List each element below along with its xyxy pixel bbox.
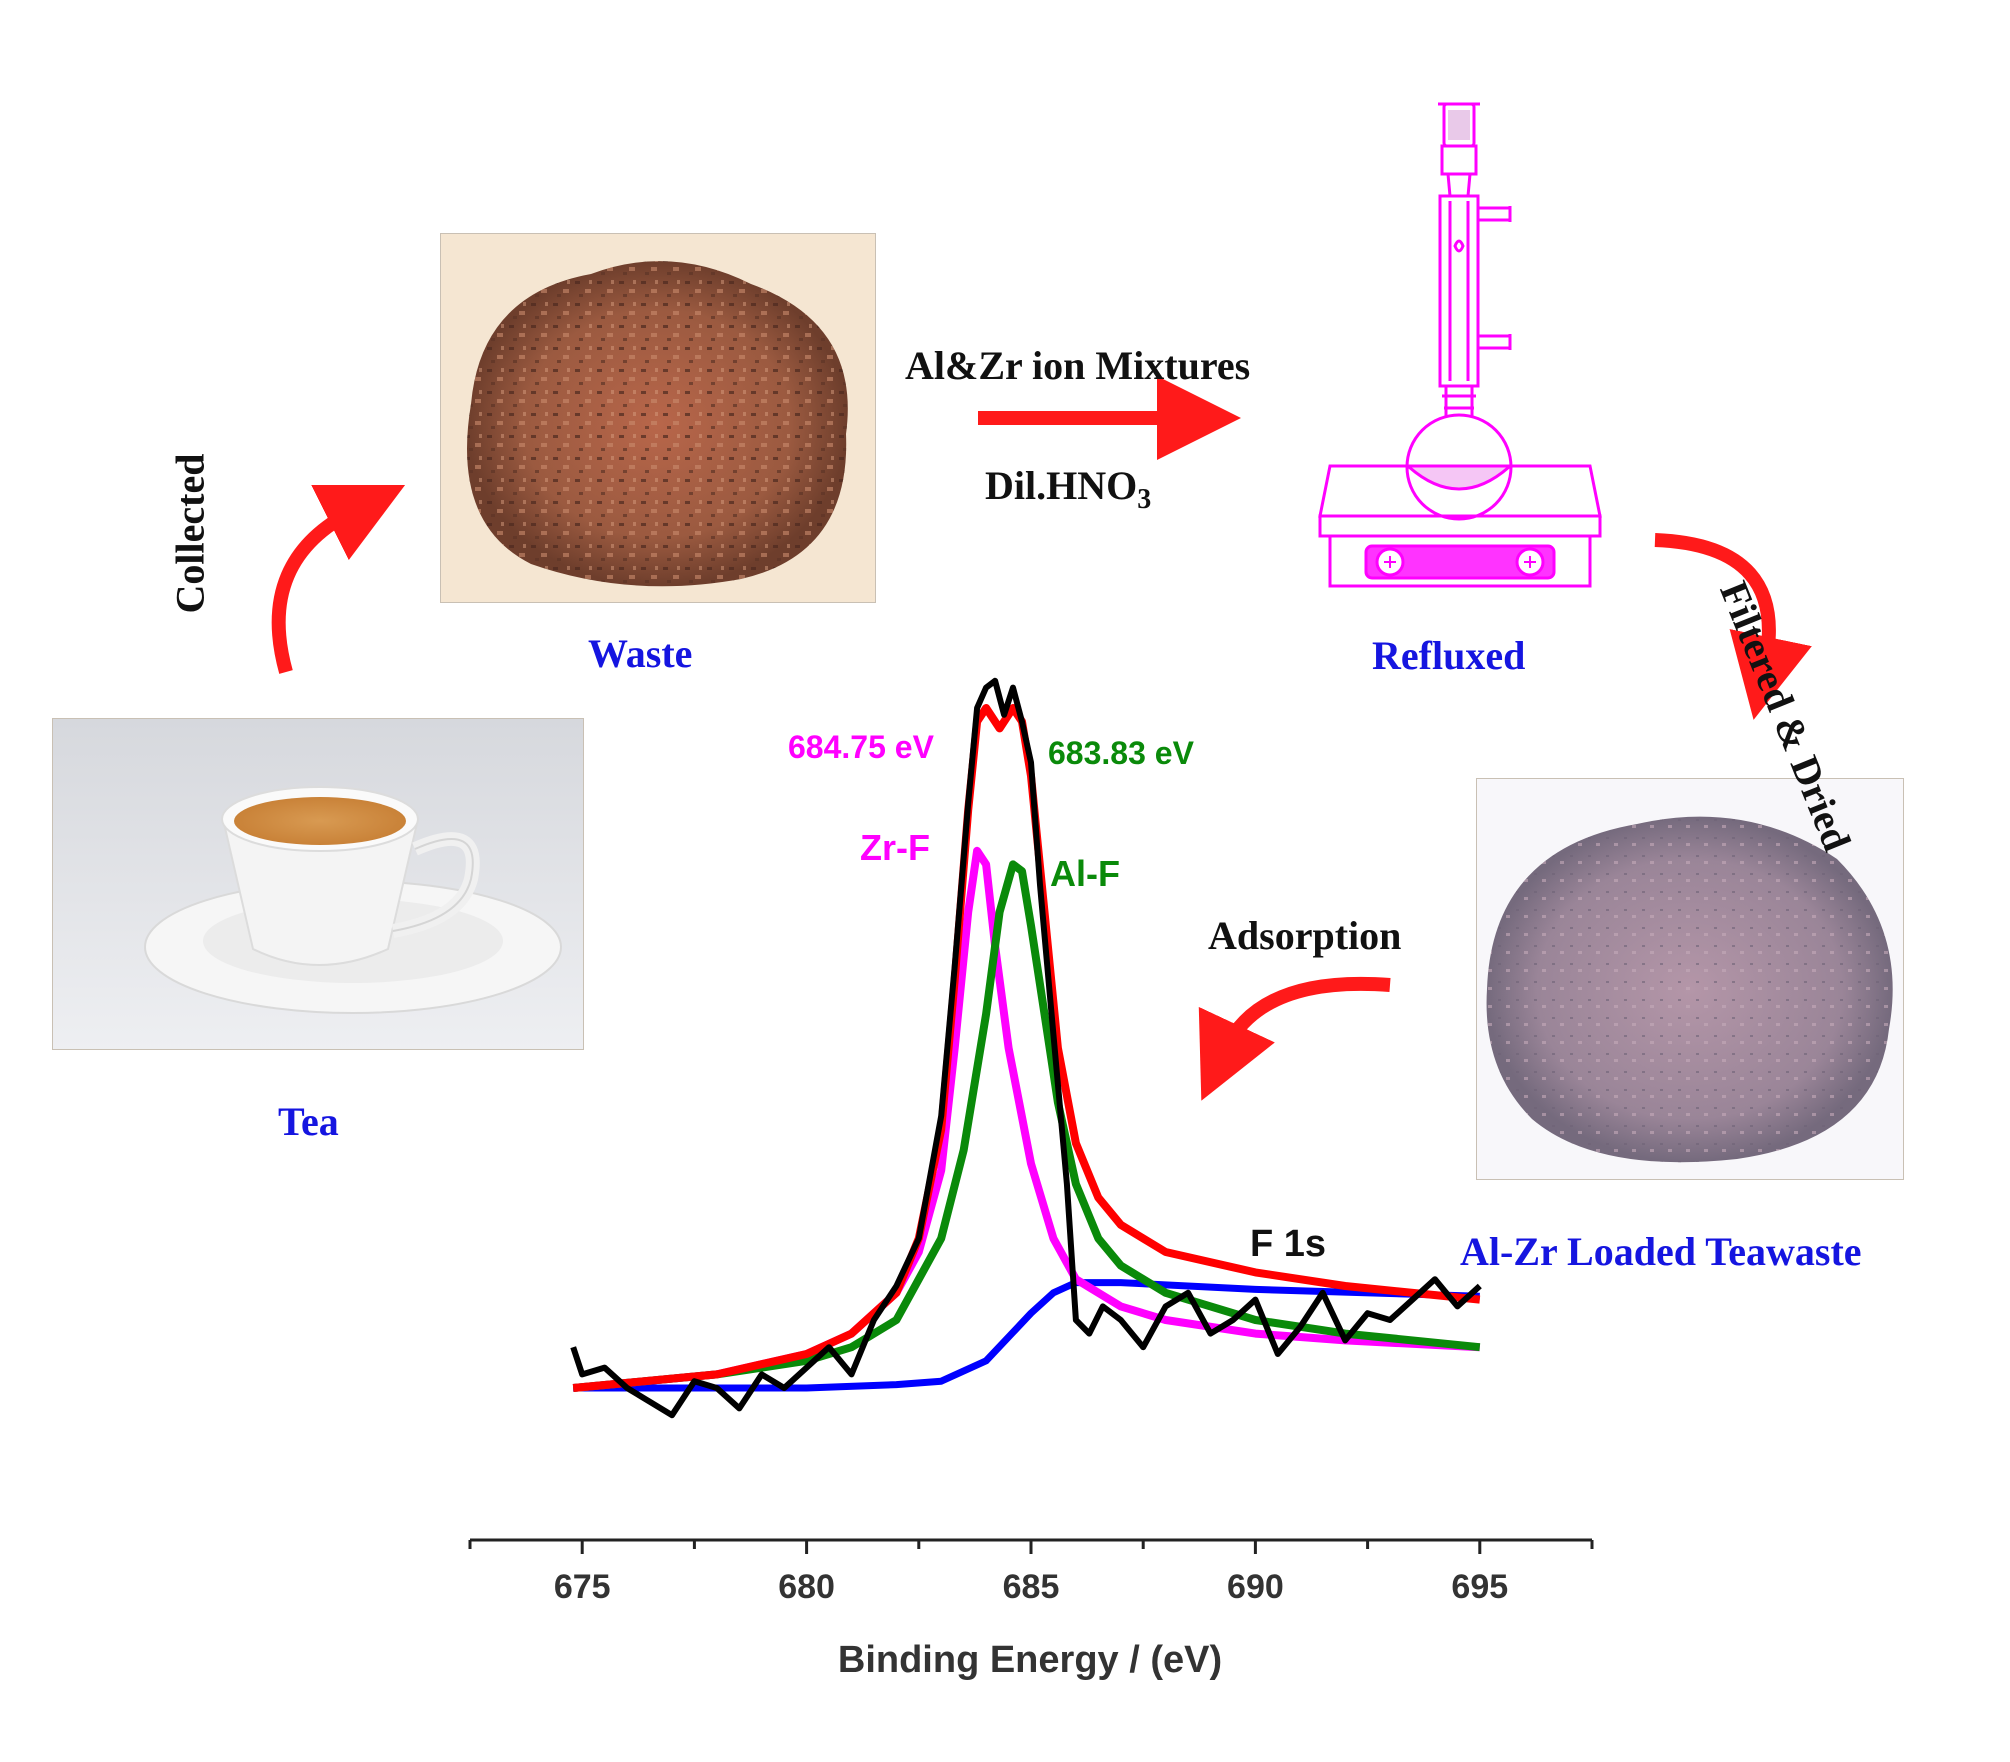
x-axis: 675 680 685 690 695 [468, 1538, 1594, 1606]
reagent-top-label: Al&Zr ion Mixtures [905, 343, 1251, 388]
waste-photo [440, 233, 876, 603]
reagent-bottom-main: Dil.HNO [985, 463, 1138, 508]
refluxed-label: Refluxed [1372, 633, 1526, 678]
loaded-adsorbent-powder-photo-icon [1477, 779, 1903, 1179]
waste-label: Waste [588, 631, 693, 676]
reagent-bottom-subscript: 3 [1137, 484, 1152, 515]
annotation-al-energy: 683.83 eV [1048, 735, 1195, 771]
collected-arrow [271, 484, 406, 674]
x-tick-label: 690 [1227, 1568, 1284, 1606]
series-raw-data [570, 677, 1482, 1419]
annotation-zr-energy: 684.75 eV [788, 729, 935, 765]
reagent-bottom-label: Dil.HNO3 [985, 462, 1151, 516]
adsorption-arrow [1198, 976, 1391, 1101]
annotation-zr-f: Zr-F [860, 827, 930, 868]
chart-title: F 1s [1250, 1223, 1326, 1265]
x-tick-label: 685 [1003, 1568, 1060, 1606]
loaded-label: Al-Zr Loaded Teawaste [1460, 1229, 1862, 1274]
adsorption-label: Adsorption [1208, 913, 1402, 958]
series-zr-f [572, 846, 1481, 1392]
x-tick-label: 680 [778, 1568, 835, 1606]
filtered-arrow [1654, 533, 1812, 720]
series-envelope [572, 704, 1481, 1392]
series-layer [570, 677, 1482, 1419]
tea-label: Tea [278, 1099, 339, 1144]
tea-photo [52, 718, 584, 1050]
tea-waste-powder-photo-icon [441, 234, 875, 602]
reflux-apparatus-icon [1318, 102, 1602, 588]
xlabel: Binding Energy / (eV) [838, 1639, 1222, 1681]
loaded-photo [1476, 778, 1904, 1180]
annotation-al-f: Al-F [1050, 853, 1120, 894]
x-tick-label: 675 [554, 1568, 611, 1606]
series-background [573, 1279, 1480, 1392]
x-tick-label: 695 [1451, 1568, 1508, 1606]
teacup-photo-icon [53, 719, 583, 1049]
